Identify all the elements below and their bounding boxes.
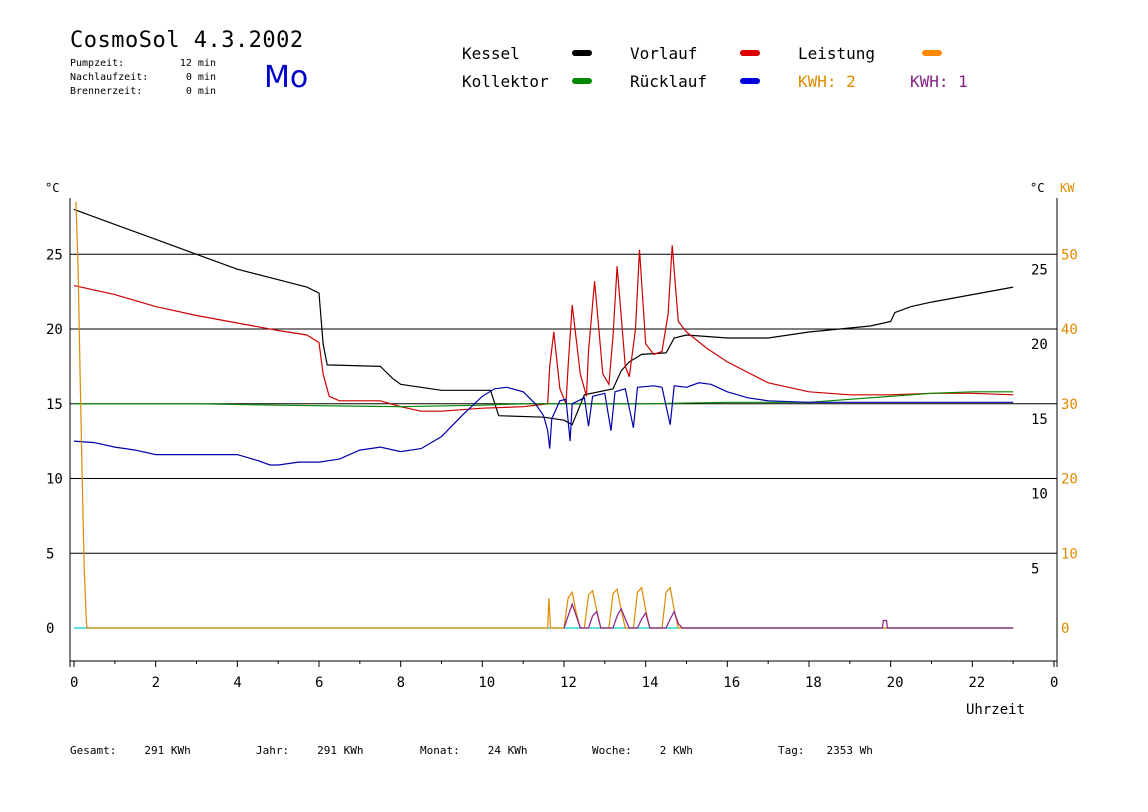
x-tick-label-6: 12	[560, 675, 577, 691]
series-line-kollektor	[74, 391, 1014, 408]
legend-leistung-label: Leistung	[798, 44, 876, 63]
x-tick-label-0: 0	[70, 675, 78, 691]
series-line-leistung	[75, 201, 1014, 629]
y-tick-right-c-25: 25	[1031, 262, 1048, 278]
footer-jahr: Jahr: 291 KWh	[256, 744, 364, 757]
footer-tag: Tag: 2353 Wh	[778, 744, 873, 757]
x-tick-label-4: 8	[397, 675, 405, 691]
info-row-nachlaufzeit: Nachlaufzeit: 0 min	[70, 72, 216, 83]
y-tick-left-15: 15	[46, 397, 63, 413]
x-tick-label-10: 20	[887, 675, 904, 691]
y-tick-left-5: 5	[46, 546, 54, 562]
y-tick-right-kw-50: 50	[1061, 247, 1078, 263]
y-tick-left-20: 20	[46, 322, 63, 338]
chart-title: CosmoSol 4.3.2002	[70, 28, 304, 53]
y-tick-right-kw-10: 10	[1061, 546, 1078, 562]
x-tick-label-7: 14	[642, 675, 659, 691]
y-tick-right-c-20: 20	[1031, 337, 1048, 353]
series-line-ruecklauf	[73, 382, 1014, 466]
legend-ruecklauf-swatch	[740, 78, 760, 84]
footer-gesamt: Gesamt: 291 KWh	[70, 744, 191, 757]
x-axis-label: Uhrzeit	[966, 702, 1025, 718]
legend-kollektor-label: Kollektor	[462, 72, 549, 91]
legend-vorlauf-label: Vorlauf	[630, 44, 698, 63]
footer-woche: Woche: 2 KWh	[592, 744, 693, 757]
x-tick-label-8: 16	[723, 675, 740, 691]
y-tick-right-kw-20: 20	[1061, 472, 1078, 488]
weekday-label: Mo	[264, 60, 309, 95]
y-tick-right-kw-0: 0	[1061, 621, 1069, 637]
x-tick-label-1: 2	[152, 675, 160, 691]
y-tick-left-25: 25	[46, 247, 63, 263]
left-unit-label: °C	[45, 181, 59, 195]
legend-ruecklauf-label: Rücklauf	[630, 72, 708, 91]
legend-kessel-swatch	[572, 50, 592, 56]
series-line-kwh1	[563, 602, 1014, 629]
y-tick-right-c-5: 5	[1031, 561, 1039, 577]
y-tick-left-0: 0	[46, 621, 54, 637]
y-tick-right-c-15: 15	[1031, 412, 1048, 428]
legend-leistung-swatch	[922, 50, 942, 56]
info-row-brennerzeit: Brennerzeit: 0 min	[70, 86, 216, 97]
legend-vorlauf-swatch	[740, 50, 760, 56]
x-tick-label-2: 4	[233, 675, 241, 691]
x-tick-label-3: 6	[315, 675, 323, 691]
right-unit-c-label: °C	[1030, 181, 1044, 195]
x-tick-label-12: 0	[1050, 675, 1058, 691]
y-tick-right-kw-40: 40	[1061, 322, 1078, 338]
legend-kessel-label: Kessel	[462, 44, 520, 63]
legend-kwh1-label: KWH: 1	[910, 72, 968, 91]
legend-kwh2-label: KWH: 2	[798, 72, 856, 91]
info-row-pumpzeit: Pumpzeit: 12 min	[70, 58, 216, 69]
legend-kollektor-swatch	[572, 78, 592, 84]
right-unit-kw-label: KW	[1060, 181, 1075, 195]
x-tick-label-5: 10	[478, 675, 495, 691]
series-line-vorlauf	[73, 245, 1014, 412]
series-line-kessel	[73, 208, 1014, 426]
y-tick-left-10: 10	[46, 472, 63, 488]
x-tick-label-11: 22	[968, 675, 985, 691]
x-tick-label-9: 18	[805, 675, 822, 691]
footer-monat: Monat: 24 KWh	[420, 744, 528, 757]
y-tick-right-c-10: 10	[1031, 487, 1048, 503]
y-tick-right-kw-30: 30	[1061, 397, 1078, 413]
